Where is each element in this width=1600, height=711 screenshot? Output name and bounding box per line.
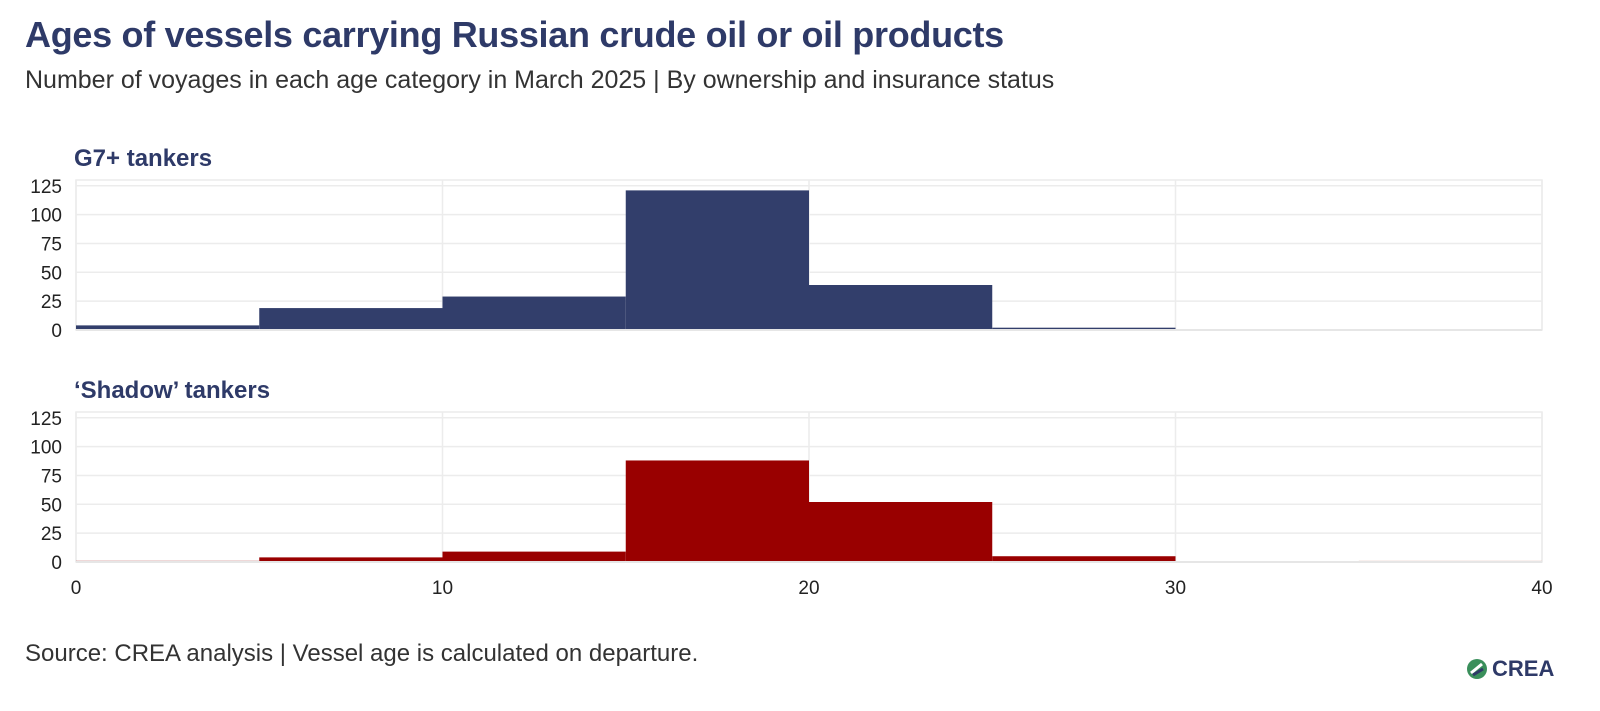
x-tick-label: 10 — [432, 578, 453, 599]
x-tick-label: 20 — [798, 578, 819, 599]
crea-logo: CREA — [1466, 652, 1576, 686]
panel-title: ‘Shadow’ tankers — [74, 377, 270, 404]
histogram-bar — [442, 296, 626, 330]
source-note: Source: CREA analysis | Vessel age is ca… — [25, 640, 699, 667]
chart-title: Ages of vessels carrying Russian crude o… — [25, 14, 1004, 55]
y-tick-label: 125 — [30, 177, 62, 198]
histogram-bar — [625, 190, 809, 330]
histogram-bar — [992, 556, 1176, 562]
logo-text: CREA — [1492, 656, 1555, 681]
chart-subtitle: Number of voyages in each age category i… — [25, 66, 1055, 94]
panel-title: G7+ tankers — [74, 145, 212, 172]
histogram-bar — [442, 551, 626, 562]
histogram-bar — [992, 327, 1176, 330]
y-tick-label: 0 — [51, 321, 62, 342]
x-tick-label: 30 — [1165, 578, 1186, 599]
y-tick-label: 25 — [41, 524, 62, 545]
histogram-bar — [625, 460, 809, 562]
histogram-bar — [259, 557, 443, 562]
leaf-icon — [1467, 659, 1487, 679]
histogram-bar — [259, 308, 443, 330]
histogram-bar — [76, 325, 260, 330]
x-tick-label: 0 — [71, 578, 82, 599]
histogram-bar — [809, 285, 993, 330]
histogram-bar — [809, 502, 993, 562]
y-tick-label: 125 — [30, 409, 62, 430]
y-tick-label: 75 — [41, 234, 62, 255]
y-tick-label: 25 — [41, 292, 62, 313]
y-tick-label: 75 — [41, 466, 62, 487]
y-tick-label: 100 — [30, 438, 62, 459]
y-tick-label: 0 — [51, 553, 62, 574]
y-tick-label: 50 — [41, 263, 62, 284]
x-tick-label: 40 — [1531, 578, 1552, 599]
y-tick-label: 50 — [41, 495, 62, 516]
y-tick-label: 100 — [30, 206, 62, 227]
